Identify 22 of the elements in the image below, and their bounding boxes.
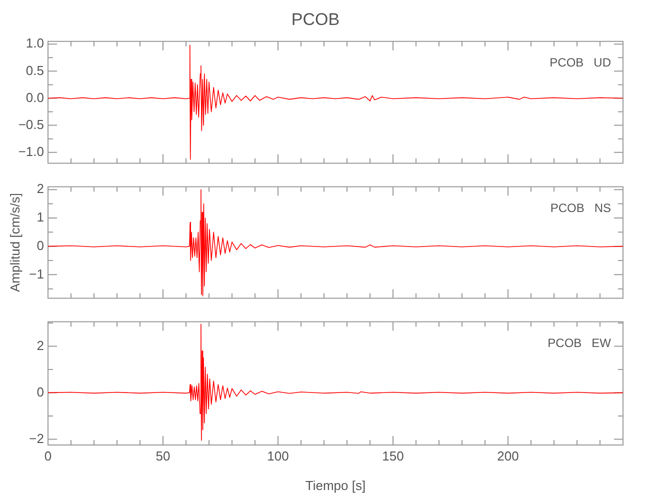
y-tick-label: −1: [29, 266, 44, 282]
y-tick-label: −2: [29, 430, 44, 446]
x-tick-label: 100: [267, 448, 289, 464]
y-tick-label: 1.0: [26, 36, 44, 51]
x-tick-label: 200: [497, 448, 519, 464]
y-tick-label: 0.0: [26, 90, 44, 105]
annotation: PCOB EW: [548, 336, 612, 350]
x-axis-title: Tiempo [s]: [305, 478, 366, 493]
chart-title: PCOB: [291, 10, 340, 29]
x-tick-label: 150: [382, 448, 404, 464]
y-axis-title: Amplitud [cm/s/s]: [7, 193, 22, 292]
x-tick-label: 50: [156, 448, 170, 464]
y-tick-label: 0: [36, 384, 44, 400]
y-tick-label: 0: [36, 238, 44, 253]
annotation: PCOB NS: [550, 201, 611, 216]
y-tick-label: −1.0: [18, 144, 44, 159]
y-tick-label: −0.5: [18, 116, 44, 132]
y-tick-label: 1: [36, 210, 44, 225]
y-tick-label: 0.5: [26, 62, 44, 78]
annotation: PCOB UD: [550, 56, 612, 70]
y-tick-label: 2: [36, 338, 44, 353]
y-tick-label: 2: [36, 181, 44, 196]
